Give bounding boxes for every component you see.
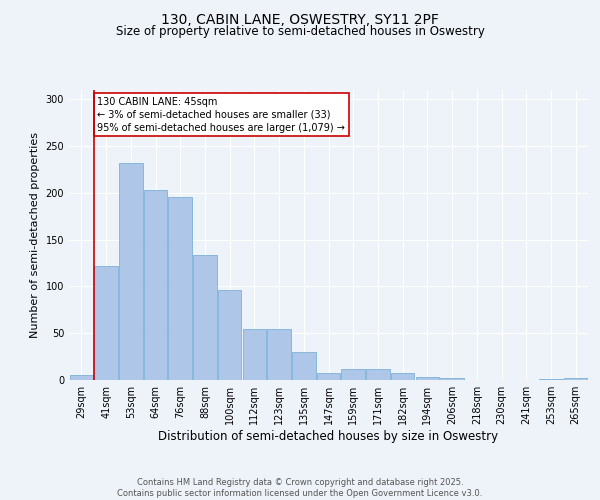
Text: 130, CABIN LANE, OSWESTRY, SY11 2PF: 130, CABIN LANE, OSWESTRY, SY11 2PF xyxy=(161,12,439,26)
Text: Size of property relative to semi-detached houses in Oswestry: Size of property relative to semi-detach… xyxy=(116,25,484,38)
Bar xyxy=(366,369,389,380)
Bar xyxy=(268,328,291,380)
Bar xyxy=(440,378,464,380)
Bar xyxy=(242,328,266,380)
Bar xyxy=(70,376,93,380)
Bar xyxy=(169,196,192,380)
Bar xyxy=(94,266,118,380)
Bar xyxy=(193,254,217,380)
Bar xyxy=(218,290,241,380)
Bar xyxy=(539,379,563,380)
Bar xyxy=(317,372,340,380)
Bar xyxy=(144,190,167,380)
Bar xyxy=(119,163,143,380)
Bar xyxy=(292,352,316,380)
Bar xyxy=(341,369,365,380)
Y-axis label: Number of semi-detached properties: Number of semi-detached properties xyxy=(30,132,40,338)
Text: Contains HM Land Registry data © Crown copyright and database right 2025.
Contai: Contains HM Land Registry data © Crown c… xyxy=(118,478,482,498)
Text: 130 CABIN LANE: 45sqm
← 3% of semi-detached houses are smaller (33)
95% of semi-: 130 CABIN LANE: 45sqm ← 3% of semi-detac… xyxy=(97,96,345,133)
Bar xyxy=(391,374,415,380)
Bar xyxy=(564,378,587,380)
Bar xyxy=(416,377,439,380)
X-axis label: Distribution of semi-detached houses by size in Oswestry: Distribution of semi-detached houses by … xyxy=(158,430,499,443)
